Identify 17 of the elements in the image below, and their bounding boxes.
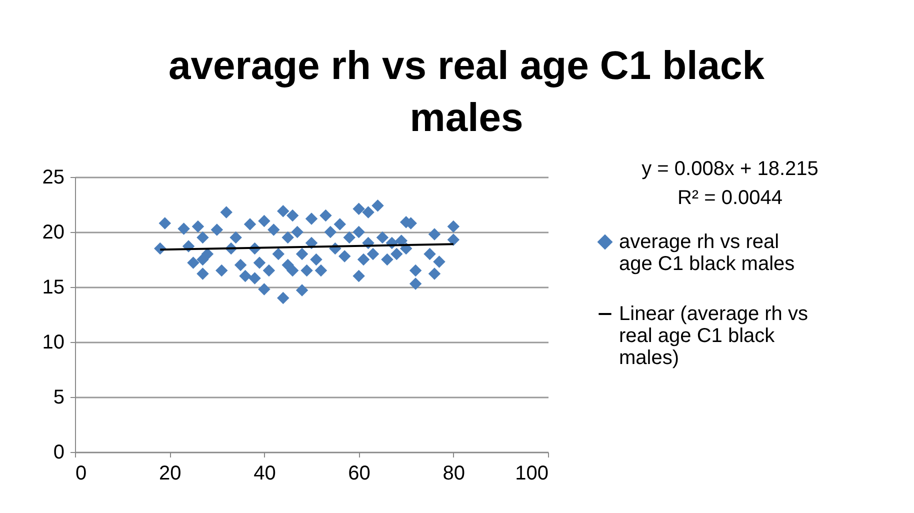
y-tick-label: 15 bbox=[42, 276, 64, 298]
text: y = 0.008x + 18.215 bbox=[640, 157, 820, 182]
y-tick-label: 5 bbox=[53, 386, 64, 408]
x-tick-label: 60 bbox=[348, 462, 370, 484]
legend-label: average rh vs real age C1 black males bbox=[619, 231, 795, 275]
y-tick-label: 0 bbox=[53, 442, 64, 464]
y-tick-label: 20 bbox=[42, 222, 64, 244]
x-tick-label: 80 bbox=[442, 462, 466, 484]
y-tick-label: 10 bbox=[42, 332, 64, 354]
legend-label: Linear (average rh vs real age C1 black males) bbox=[619, 303, 808, 369]
x-tick-label: 40 bbox=[254, 462, 276, 484]
x-tick-label: 0 bbox=[76, 462, 87, 484]
y-tick-label: 25 bbox=[42, 166, 64, 188]
x-tick-label: 20 bbox=[158, 462, 182, 484]
x-tick-label: 100 bbox=[515, 462, 548, 484]
chart-title: average rh vs real age C1 black males bbox=[168, 44, 766, 140]
text: R² = 0.0044 bbox=[676, 186, 784, 211]
